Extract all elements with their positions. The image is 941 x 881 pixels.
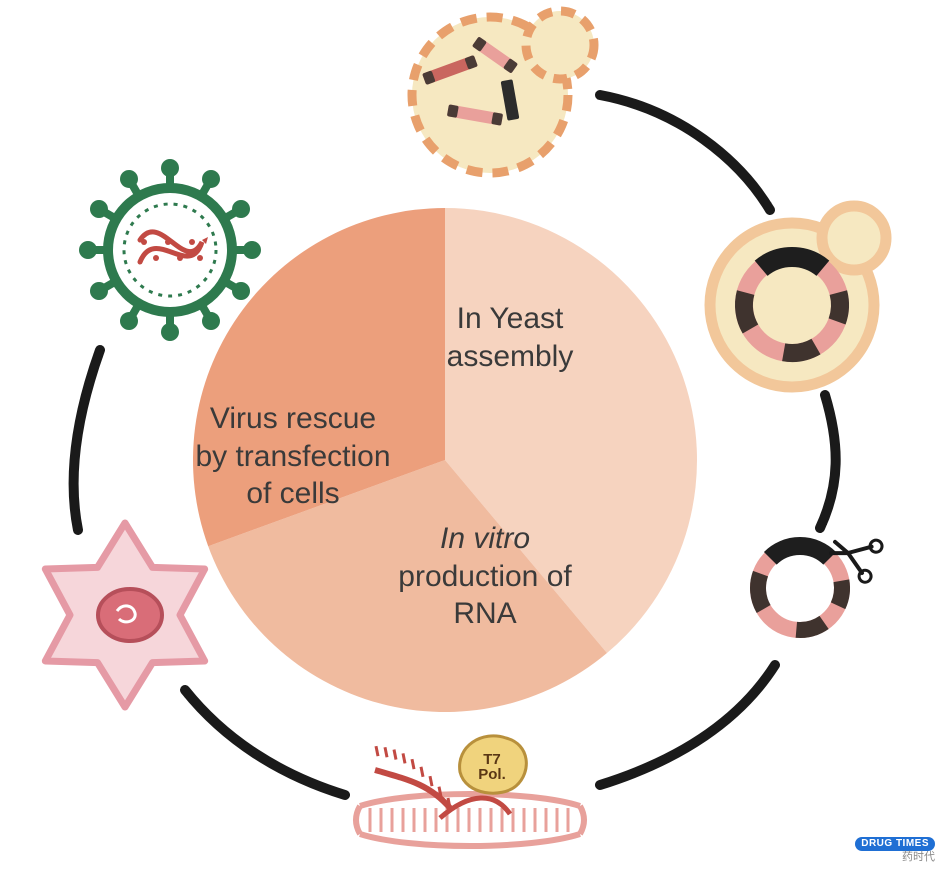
- yeast-fragments-icon: [412, 11, 594, 173]
- yeast-plasmid-icon: [710, 206, 886, 387]
- diagram-stage: T7Pol. In Yeastassembly In vitroproducti…: [0, 0, 941, 876]
- virus-icon: [79, 159, 261, 341]
- cell-icon: [45, 523, 204, 707]
- plasmid-cut-icon: [758, 527, 884, 630]
- diagram-svg: T7Pol.: [0, 0, 941, 876]
- arrow-plasmid-cut-to-transcription: [600, 665, 775, 785]
- watermark: DRUG TIMES 药时代: [855, 837, 935, 864]
- arrow-yeast-fragments-to-yeast-plasmid: [600, 95, 770, 210]
- watermark-brand: DRUG TIMES: [855, 837, 935, 851]
- arrow-transcription-to-cell: [185, 690, 345, 795]
- arrow-cell-to-virus: [74, 350, 100, 530]
- watermark-sub: 药时代: [902, 851, 935, 863]
- transcription-icon: T7Pol.: [356, 736, 584, 846]
- arrow-yeast-plasmid-to-plasmid-cut: [820, 395, 836, 528]
- center-pie: [193, 208, 697, 712]
- t7-pol-icon: T7Pol.: [460, 736, 527, 793]
